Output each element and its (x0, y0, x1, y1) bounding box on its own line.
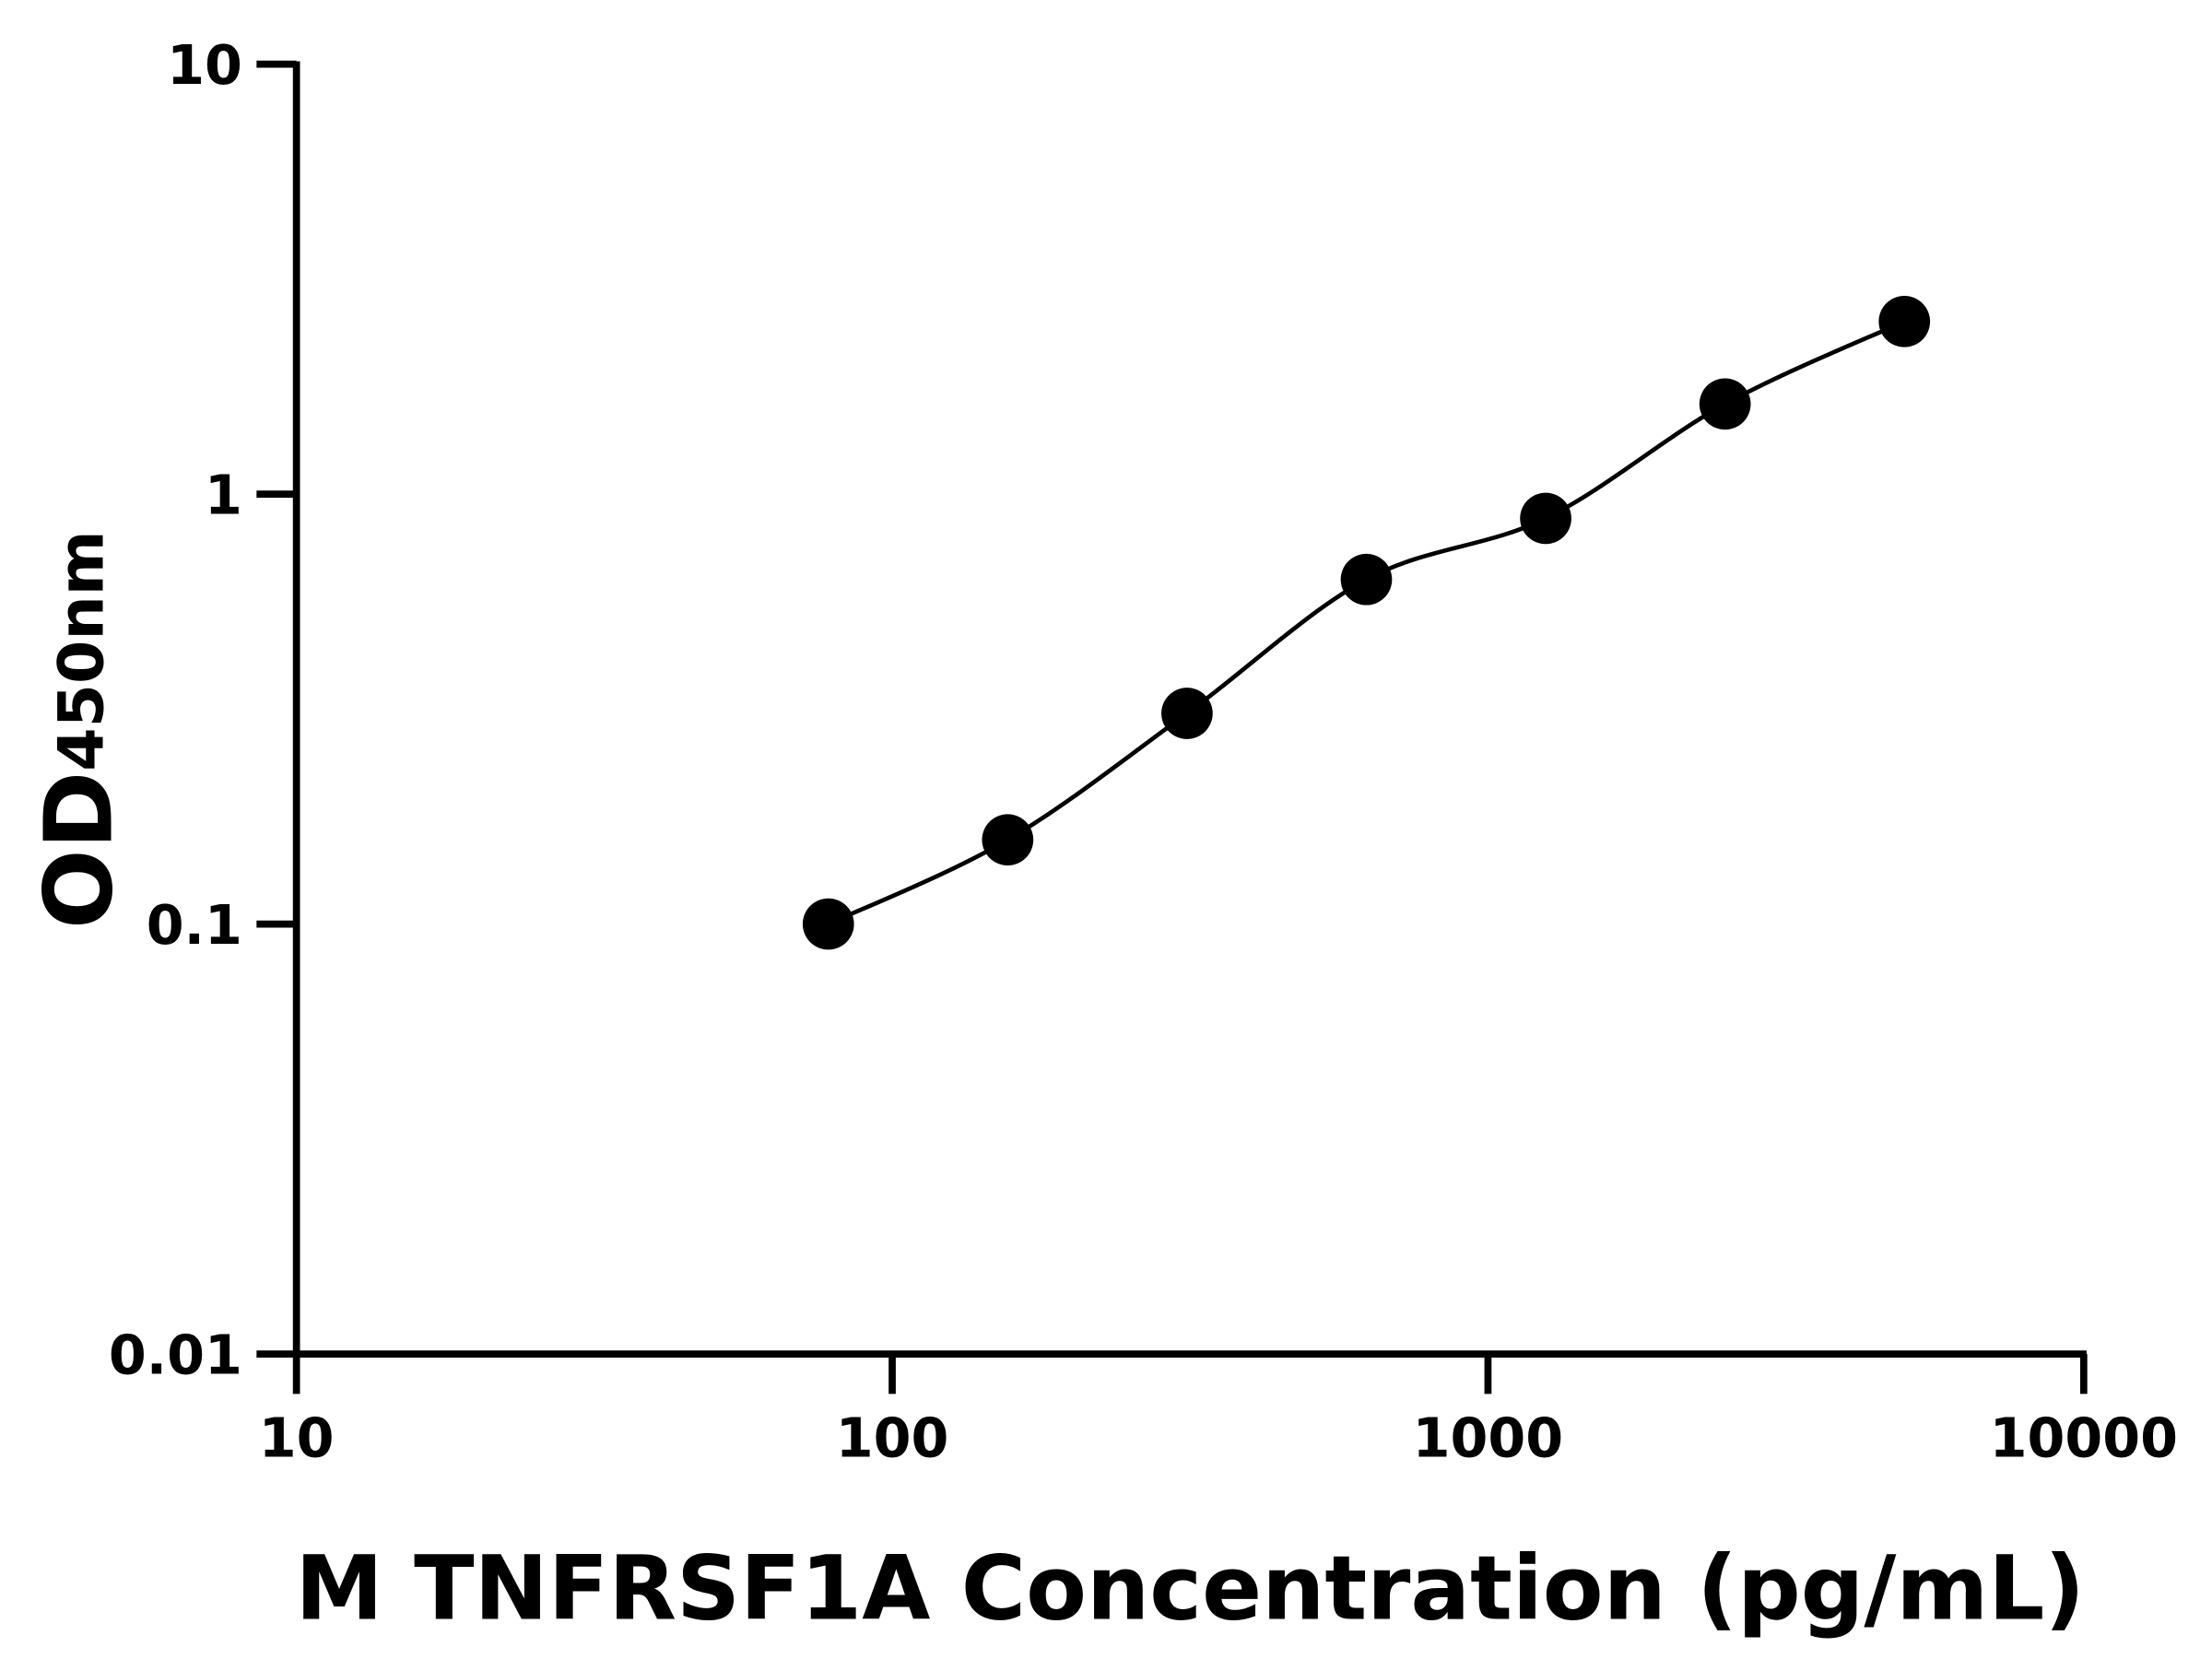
y-axis-label-main: OD (25, 771, 135, 929)
x-tick-label: 10 (259, 1406, 335, 1469)
x-tick-label: 100 (836, 1406, 949, 1469)
data-point (1878, 295, 1931, 347)
y-ticks: 0.01 0.1 1 10 (109, 33, 297, 1387)
x-tick-label: 10000 (1990, 1406, 2178, 1469)
data-point (1520, 492, 1571, 545)
data-point (1340, 553, 1393, 606)
y-tick-label: 1 (205, 464, 242, 527)
x-axis-label: M TNFRSF1A Concentration (pg/mL) (295, 1537, 2085, 1641)
data-point (1699, 378, 1751, 430)
y-tick-label: 10 (167, 33, 242, 97)
data-points-layer (802, 295, 1931, 950)
data-point (982, 814, 1034, 866)
y-axis-label: OD450nm (25, 530, 135, 929)
x-ticks: 10 100 1000 10000 (259, 1354, 2178, 1469)
y-tick-label: 0.01 (109, 1324, 242, 1387)
y-axis-label-sub: 450nm (45, 530, 118, 771)
data-point (802, 898, 854, 950)
y-tick-label: 0.1 (147, 893, 242, 957)
x-tick-label: 1000 (1413, 1406, 1564, 1469)
data-point (1161, 688, 1213, 739)
